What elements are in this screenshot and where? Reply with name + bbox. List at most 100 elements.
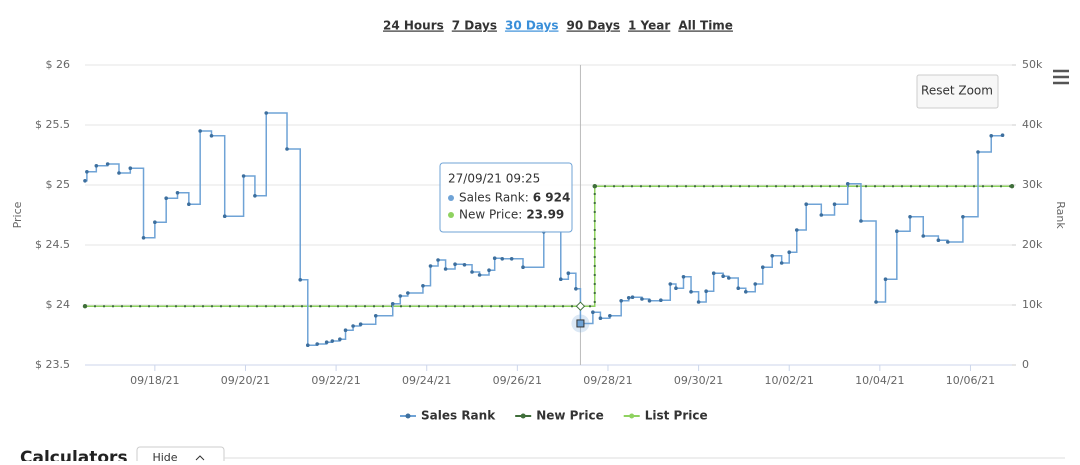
point [619,299,623,303]
point [961,215,965,219]
x-tick-label: 09/30/21 [674,374,723,387]
reset-zoom-button[interactable] [916,74,999,109]
point [608,314,612,318]
point [760,265,765,270]
point [390,302,395,306]
point [358,322,363,327]
point [696,300,701,304]
point [794,228,799,232]
point [117,171,121,175]
reset-zoom-label: Reset Zoom [921,84,993,98]
point [253,194,257,198]
range-button[interactable]: All Time [678,19,733,33]
x-tick-label: 09/22/21 [311,374,360,387]
point [330,339,335,343]
point [85,170,89,174]
legend-label[interactable]: Sales Rank [421,409,496,423]
x-tick-label: 10/04/21 [855,374,904,387]
tooltip-dot [448,195,454,201]
y-tick-label: $ 24.5 [35,238,70,251]
section-title: Calculators [20,448,128,461]
hide-button[interactable] [136,446,225,465]
x-tick-label: 09/28/21 [583,374,632,387]
point [298,278,303,282]
tooltip-label: New Price: [459,208,522,222]
legend-label[interactable]: New Price [536,409,604,423]
x-tick-label: 09/18/21 [130,374,179,387]
point [908,215,912,219]
point [338,337,342,342]
range-button[interactable]: 30 Days [505,19,559,33]
point [82,304,88,309]
point [895,229,899,233]
point [153,220,157,224]
plot [82,65,1015,365]
point [989,134,994,138]
point [521,265,525,270]
legend-symbol [520,413,526,419]
tooltip-value: 23.99 [526,208,564,222]
point [343,328,348,333]
point [94,164,99,168]
point [421,284,425,288]
point [832,202,837,206]
point [591,310,595,315]
y2-tick-label: 40k [1022,118,1043,131]
x-tick-label: 09/26/21 [493,374,542,387]
range-button[interactable]: 24 Hours [383,19,444,33]
point [487,268,491,273]
legend: Sales Rank New Price List Price [400,409,708,423]
point [105,162,110,166]
x-tick-label: 10/02/21 [765,374,814,387]
y-tick-label: $ 24 [46,298,71,311]
hide-label: Hide [152,451,177,461]
range-button[interactable]: 90 Days [567,19,621,33]
point [883,277,888,282]
range-selector: 24 Hours 7 Days 30 Days 90 Days 1 Year All Ti… [383,19,733,33]
tooltip-value: 6 924 [533,191,571,205]
tooltip-dot [448,212,454,218]
point [477,273,482,277]
y2-axis-title: Rank [1054,201,1067,229]
point [285,147,289,151]
range-button[interactable]: 7 Days [452,19,497,33]
point [373,314,378,318]
point [443,267,448,271]
range-button[interactable]: 1 Year [628,19,670,33]
point [566,271,571,276]
menu-icon[interactable] [1053,69,1069,85]
series-line [85,112,1004,346]
point [668,282,673,286]
point [674,286,678,291]
legend-symbol [629,413,635,419]
point [428,264,433,268]
point [743,290,748,294]
point [819,213,824,217]
legend-label[interactable]: List Price [645,409,708,423]
hover-point [576,319,585,328]
point [946,240,950,244]
tooltip-label: Sales Rank: [459,191,529,205]
series-line [85,185,1012,307]
point [141,236,146,240]
y2-tick-label: 10k [1022,298,1043,311]
hover-point [575,301,586,311]
point [175,191,180,195]
point [779,261,784,265]
point [647,299,652,303]
point [187,202,191,206]
point [689,290,693,294]
y-tick-label: $ 25 [46,178,71,191]
point [198,129,202,133]
point [598,316,603,321]
point [351,324,355,328]
point [128,166,133,170]
point [770,254,775,258]
y-axis-title: Price [11,201,24,228]
point [736,286,741,291]
point [787,250,792,254]
point [976,150,980,154]
point [804,202,809,206]
